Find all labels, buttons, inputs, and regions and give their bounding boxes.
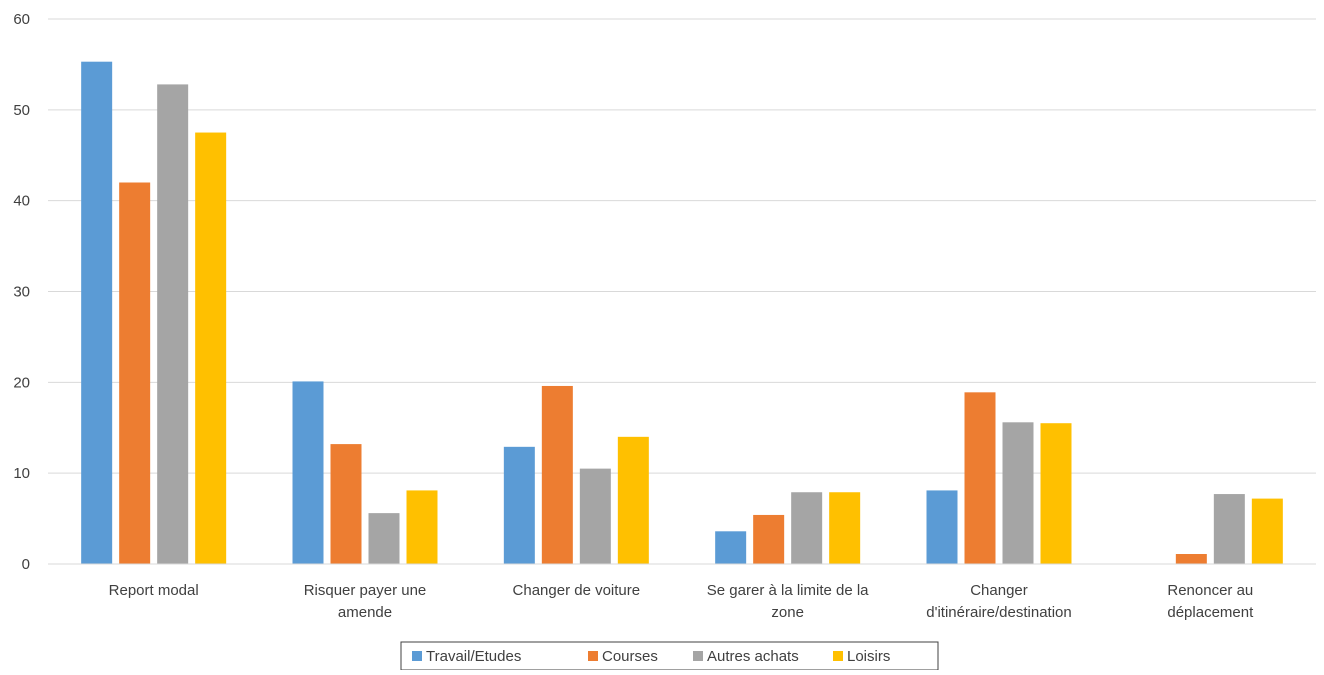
y-tick-label: 60 [13, 11, 30, 28]
y-tick-label: 40 [13, 193, 30, 210]
legend-swatch [833, 651, 843, 661]
y-axis-tick-labels: 0 10 20 30 40 50 60 [13, 11, 30, 573]
bar-loisirs-6 [1251, 498, 1283, 564]
x-category-label: Report modal [109, 582, 199, 599]
bar-travail-etudes-3 [503, 446, 535, 564]
y-tick-label: 10 [13, 465, 30, 482]
legend-label: Travail/Etudes [426, 648, 521, 665]
bar-loisirs-1 [195, 132, 227, 564]
bar-travail-etudes-4 [715, 531, 747, 564]
legend-swatch [693, 651, 703, 661]
x-category-label: Changer [970, 582, 1028, 599]
bar-travail-etudes-2 [292, 381, 324, 564]
bar-courses-2 [330, 444, 362, 564]
x-category-label: Risquer payer une [304, 582, 427, 599]
bar-courses-3 [541, 385, 573, 564]
y-tick-label: 30 [13, 284, 30, 301]
legend-label: Loisirs [847, 648, 890, 665]
x-category-label: d'itinéraire/destination [926, 604, 1071, 621]
legend: Travail/Etudes Courses Autres achats Loisir… [400, 641, 939, 671]
bar-autres-achats-3 [579, 468, 611, 564]
bar-loisirs-3 [617, 436, 649, 564]
bar-loisirs-5 [1040, 423, 1072, 564]
legend-label: Autres achats [707, 648, 799, 665]
bar-loisirs-4 [829, 492, 861, 564]
bar-courses-6 [1175, 554, 1207, 564]
legend-swatch [588, 651, 598, 661]
x-category-label: déplacement [1167, 604, 1254, 621]
bar-courses-4 [753, 514, 785, 564]
bar-autres-achats-6 [1213, 494, 1245, 564]
bar-autres-achats-2 [368, 513, 400, 564]
x-category-label: Renoncer au [1167, 582, 1253, 599]
bars [81, 61, 1283, 565]
x-category-label: amende [338, 604, 392, 621]
bar-autres-achats-5 [1002, 422, 1034, 564]
y-tick-label: 20 [13, 374, 30, 391]
y-tick-label: 50 [13, 102, 30, 119]
bar-courses-1 [119, 182, 151, 564]
bar-travail-etudes-1 [81, 61, 113, 565]
legend-label: Courses [602, 648, 658, 665]
x-category-label: Se garer à la limite de la [707, 582, 869, 599]
bar-courses-5 [964, 392, 996, 564]
x-category-label: zone [771, 604, 804, 621]
bar-autres-achats-4 [791, 492, 823, 564]
y-tick-label: 0 [22, 556, 30, 573]
legend-swatch [412, 651, 422, 661]
x-axis-category-labels: Report modal Risquer payer une amende Chang… [109, 582, 1254, 621]
bar-autres-achats-1 [157, 84, 189, 565]
bar-loisirs-2 [406, 490, 438, 564]
x-category-label: Changer de voiture [513, 582, 641, 599]
bar-travail-etudes-5 [926, 490, 958, 564]
gridlines [48, 18, 1316, 474]
